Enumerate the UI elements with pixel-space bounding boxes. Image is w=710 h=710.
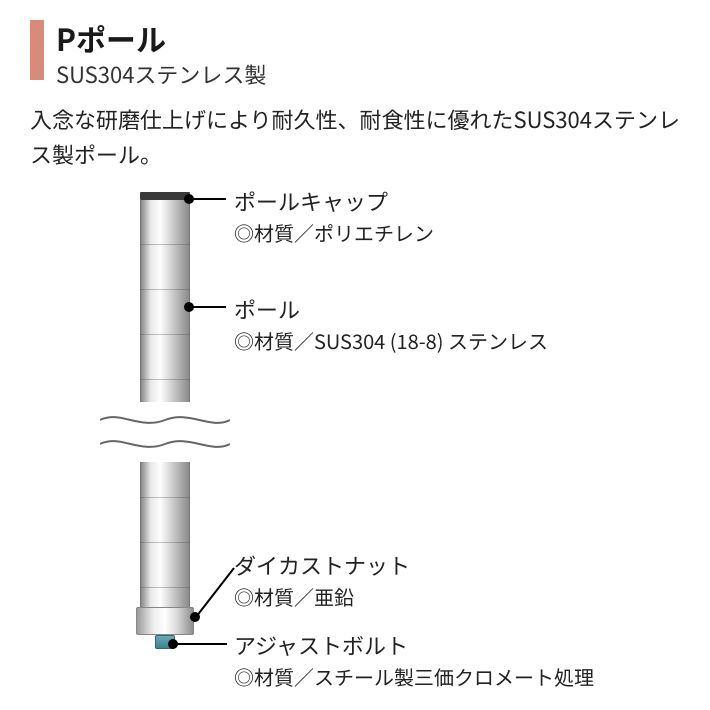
callout-bolt: アジャストボルト ◎材質／スチール製三価クロメート処理 <box>234 630 594 691</box>
callout-line-pole <box>190 306 226 308</box>
pole-groove <box>140 289 190 290</box>
pole-groove <box>140 379 190 380</box>
callout-pole: ポール ◎材質／SUS304 (18-8) ステンレス <box>234 294 548 355</box>
diagram: ポールキャップ ◎材質／ポリエチレン ポール ◎材質／SUS304 (18-8)… <box>30 192 680 692</box>
description-text: 入念な研磨仕上げにより耐久性、耐食性に優れたSUS304ステンレス製ポール。 <box>30 102 680 172</box>
page-subtitle: SUS304ステンレス製 <box>56 58 266 90</box>
callout-label: ダイカストナット <box>234 550 410 582</box>
pole-illustration <box>140 192 190 652</box>
callout-detail: ◎材質／亜鉛 <box>234 582 410 611</box>
page-title: Pポール <box>56 20 266 56</box>
pole-groove <box>140 334 190 335</box>
pole-cap-shape <box>140 192 190 200</box>
header: Pポール SUS304ステンレス製 <box>30 20 680 90</box>
callout-label: アジャストボルト <box>234 630 594 662</box>
callout-cap: ポールキャップ ◎材質／ポリエチレン <box>234 186 434 247</box>
accent-bar <box>30 20 44 80</box>
pole-groove <box>140 542 190 543</box>
pole-groove <box>140 497 190 498</box>
callout-line-bolt <box>175 643 227 645</box>
break-mark <box>100 402 230 462</box>
callout-line-cap <box>190 198 226 200</box>
callout-label: ポール <box>234 294 548 326</box>
callout-detail: ◎材質／SUS304 (18-8) ステンレス <box>234 326 548 355</box>
pole-lower-section <box>140 457 190 607</box>
pole-groove <box>140 587 190 588</box>
callout-detail: ◎材質／ポリエチレン <box>234 218 434 247</box>
title-block: Pポール SUS304ステンレス製 <box>56 20 266 90</box>
pole-groove <box>140 244 190 245</box>
diecast-nut-shape <box>136 607 194 635</box>
callout-detail: ◎材質／スチール製三価クロメート処理 <box>234 662 594 691</box>
callout-nut: ダイカストナット ◎材質／亜鉛 <box>234 550 410 611</box>
callout-line-nut <box>190 564 240 622</box>
callout-label: ポールキャップ <box>234 186 434 218</box>
